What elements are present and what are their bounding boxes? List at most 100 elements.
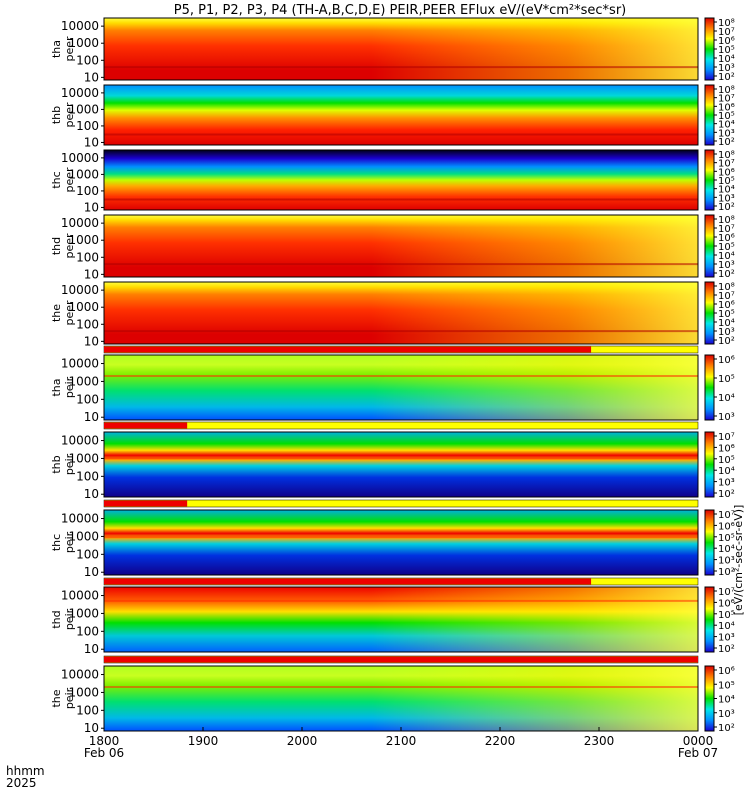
panel-probe-label: thc	[50, 534, 63, 551]
panel-product-label: peir	[63, 376, 76, 398]
mode-bar-strips	[103, 345, 699, 664]
mode-strip-fill	[104, 346, 592, 353]
heatmap-trend-overlay	[371, 215, 698, 277]
y-tick-label: 1000	[68, 36, 99, 50]
panel-frame	[103, 431, 699, 498]
colorbar	[704, 17, 715, 81]
y-tick-label: 1000	[68, 167, 99, 181]
colorbar-tick-label: 10⁶	[718, 300, 735, 311]
colorbar-tick-label: 10²	[718, 137, 735, 148]
y-tick-label: 100	[76, 624, 99, 638]
mode-strip-fill	[104, 656, 698, 663]
x-tick-label: 2000	[287, 734, 318, 748]
colorbar-tick-label: 10²	[718, 202, 735, 213]
heatmap-trend-overlay	[371, 282, 698, 344]
mode-strip	[103, 421, 699, 430]
colorbar	[704, 149, 715, 211]
y-tick-label: 10000	[61, 86, 99, 100]
y-tick-label: 10000	[61, 283, 99, 297]
panel-probe-label: thb	[50, 106, 63, 124]
colorbar	[704, 281, 715, 345]
panel-product-label: peir	[63, 453, 76, 475]
panel-frame	[103, 281, 699, 345]
colorbar-tick-label: 10⁷	[718, 510, 735, 521]
mode-strip	[103, 499, 699, 508]
colorbar-tick-label: 10⁷	[718, 159, 735, 170]
spectrogram-panel: 10000 1000 100 10 the peir 10⁶ 10⁵ 10⁴ 10³ 10²	[50, 665, 735, 735]
y-tick-label: 10	[84, 267, 99, 281]
colorbar-tick-label: 10²	[718, 72, 735, 83]
colorbar-tick-label: 10²	[718, 269, 735, 280]
figure-title: P5, P1, P2, P3, P4 (TH-A,B,C,D,E) PEIR,P…	[174, 3, 627, 18]
colorbar	[704, 354, 715, 421]
colorbar-tick-label: 10⁴	[718, 544, 735, 555]
colorbar-tick-label: 10⁴	[718, 621, 735, 632]
colorbar-tick-label: 10²	[718, 644, 735, 655]
y-tick-label: 10	[84, 721, 99, 735]
colorbar-tick-label: 10³	[718, 327, 735, 338]
time-axis-year-label: 2025	[6, 776, 37, 790]
colorbar-tick-label: 10⁶	[718, 167, 735, 178]
colorbar-tick-label: 10³	[718, 556, 735, 567]
panel-frame	[103, 17, 699, 81]
y-tick-label: 100	[76, 703, 99, 717]
heatmap-trend-overlay	[371, 355, 698, 420]
y-tick-label: 10000	[61, 512, 99, 526]
y-tick-label: 10	[84, 565, 99, 579]
panel-product-label: peer	[63, 233, 76, 259]
colorbar-tick-label: 10⁵	[718, 45, 735, 56]
panel-frame	[103, 149, 699, 211]
panel-product-label: peir	[63, 531, 76, 553]
y-tick-label: 10	[84, 642, 99, 656]
colorbar-tick-label: 10²	[718, 567, 735, 578]
panel-frame	[103, 354, 699, 421]
colorbar-tick-label: 10³	[718, 260, 735, 271]
panel-product-label: peer	[63, 36, 76, 62]
heatmap-trend-overlay	[371, 18, 698, 80]
time-axis-unit-label: hhmm	[6, 764, 45, 778]
panel-product-label: peer	[63, 167, 76, 193]
colorbar-tick-label: 10³	[718, 63, 735, 74]
y-tick-label: 1000	[68, 102, 99, 116]
spectrogram-panel: 10000 1000 100 10 tha peir 10⁶ 10⁵ 10⁴ 10³	[50, 354, 735, 424]
heatmap-field	[104, 85, 698, 145]
colorbar-tick-label: 10³	[718, 478, 735, 489]
y-tick-label: 1000	[68, 685, 99, 699]
heatmap-field	[104, 432, 698, 497]
colorbar-tick-label: 10⁷	[718, 27, 735, 38]
heatmap-trend-overlay	[371, 587, 698, 652]
colorbar-tick-label: 10⁴	[718, 695, 735, 706]
x-tick-label: 0000	[683, 734, 714, 748]
colorbar-tick-label: 10⁴	[718, 120, 735, 131]
colorbar-tick-label: 10⁴	[718, 185, 735, 196]
y-tick-label: 1000	[68, 606, 99, 620]
y-tick-label: 100	[76, 392, 99, 406]
panel-product-label: peer	[63, 300, 76, 326]
colorbar-tick-label: 10⁷	[718, 291, 735, 302]
colorbar-tick-label: 10⁸	[718, 215, 735, 226]
colorbar-tick-label: 10⁵	[718, 610, 735, 621]
spectrogram-panel: 10000 1000 100 10 tha peer 10⁸10⁷10⁶10⁵10⁴10³1…	[50, 17, 735, 84]
colorbar-tick-label: 10⁶	[718, 102, 735, 113]
colorbar-tick-label: 10⁵	[718, 680, 735, 691]
panel-probe-label: thd	[50, 610, 63, 628]
y-tick-label: 10	[84, 334, 99, 348]
spectrogram-panel: 10000 1000 100 10 thb peer 10⁸10⁷10⁶10⁵10⁴10³1…	[50, 84, 735, 149]
panel-frame	[103, 84, 699, 146]
colorbar-tick-label: 10⁵	[718, 242, 735, 253]
colorbar-tick-label: 10⁵	[718, 455, 735, 466]
y-tick-label: 1000	[68, 374, 99, 388]
x-tick-label: 1900	[188, 734, 219, 748]
colorbar-units-label: [eV/(cm²-sec-sr-eV)]	[732, 505, 745, 616]
y-tick-label: 10000	[61, 668, 99, 682]
mode-strip-fill	[104, 578, 592, 585]
colorbar-tick-label: 10⁵	[718, 374, 735, 385]
y-tick-label: 10000	[61, 589, 99, 603]
y-tick-label: 1000	[68, 233, 99, 247]
y-tick-label: 100	[76, 317, 99, 331]
y-tick-label: 1000	[68, 300, 99, 314]
y-tick-label: 10	[84, 135, 99, 149]
